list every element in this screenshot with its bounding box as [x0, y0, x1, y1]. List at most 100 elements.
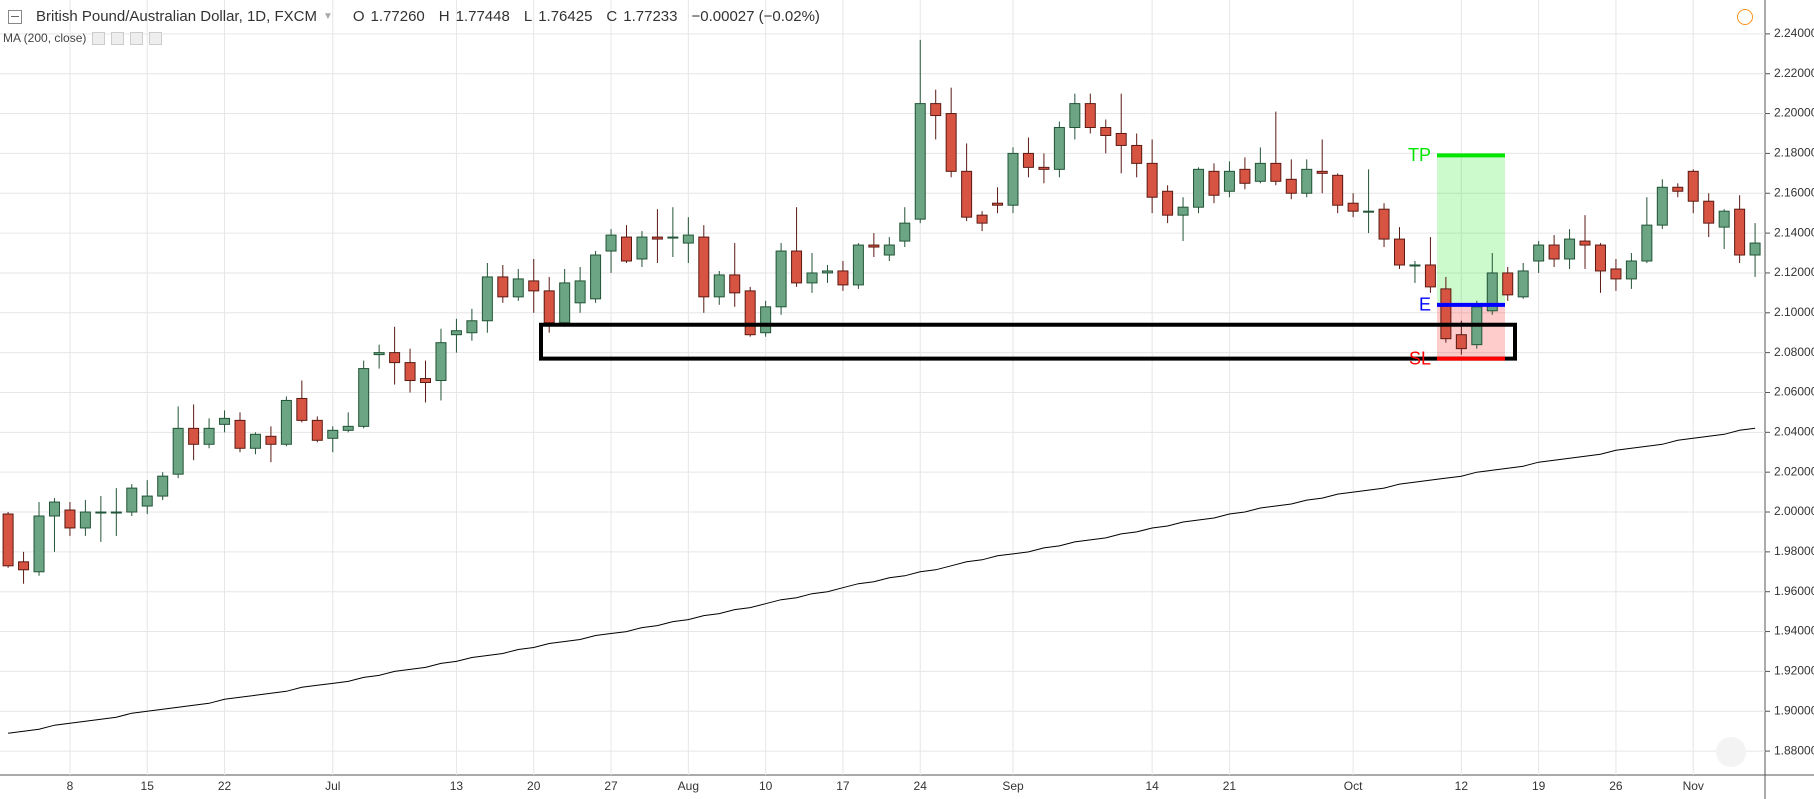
candle-body — [219, 417, 231, 425]
open-value: 1.77260 — [370, 8, 425, 25]
y-tick-label: 2.20000 — [1774, 106, 1814, 120]
high-value: 1.77448 — [455, 8, 510, 25]
candle-body — [1285, 178, 1297, 194]
collapse-button[interactable] — [8, 9, 22, 24]
candle-body — [1254, 162, 1266, 182]
candle-body — [1316, 170, 1328, 174]
candle-body — [1069, 103, 1081, 129]
stop-loss-label: SL — [1409, 348, 1431, 368]
candle-body — [543, 290, 555, 324]
candle-body — [1564, 238, 1576, 260]
candle-body — [1007, 152, 1019, 206]
candle-body — [698, 236, 710, 298]
x-tick-label: 22 — [218, 779, 232, 793]
candle-body — [667, 236, 679, 239]
candle-body — [1347, 202, 1359, 212]
candle-body — [651, 236, 663, 240]
x-tick-label: 12 — [1455, 779, 1469, 793]
candle-body — [1594, 244, 1606, 272]
indicator-remove[interactable] — [149, 31, 163, 45]
candle-body — [1270, 162, 1282, 182]
candle-body — [1502, 272, 1514, 296]
x-tick-label: Aug — [678, 779, 699, 793]
y-tick-label: 2.12000 — [1774, 265, 1814, 279]
x-tick-label: Jul — [325, 779, 340, 793]
y-tick-label: 1.96000 — [1774, 584, 1814, 598]
candle-body — [605, 234, 617, 252]
moving-average-line — [8, 427, 1756, 734]
x-tick-label: Oct — [1344, 779, 1363, 793]
x-tick-label: 27 — [604, 779, 618, 793]
candle-body — [1146, 162, 1158, 198]
y-tick-label: 2.06000 — [1774, 385, 1814, 399]
candle-body — [110, 511, 122, 514]
close-label: C — [606, 8, 618, 25]
candle-body — [1656, 186, 1668, 226]
change-value: −0.00027 (−0.02%) — [691, 8, 820, 25]
indicator-title[interactable]: MA (200, close) — [3, 31, 87, 45]
candle-body — [621, 236, 632, 262]
scroll-to-latest[interactable] — [1716, 737, 1746, 767]
candle-body — [775, 250, 787, 308]
symbol-title[interactable]: British Pound/Australian Dollar, 1D, FXC… — [36, 8, 317, 25]
candle-body — [18, 561, 30, 571]
candle-body — [1718, 210, 1730, 228]
candle-body — [1363, 210, 1375, 213]
candle-body — [1533, 244, 1545, 262]
candle-body — [1486, 272, 1498, 312]
candle-body — [249, 433, 261, 449]
x-tick-label: 17 — [836, 779, 850, 793]
indicator-visibility[interactable] — [92, 31, 106, 45]
candle-body — [1022, 152, 1034, 168]
candle-body — [2, 513, 14, 567]
x-tick-label: 26 — [1609, 779, 1623, 793]
candle-body — [682, 234, 694, 244]
take-profit-label: TP — [1408, 145, 1431, 165]
candle-body — [311, 419, 323, 441]
candle-body — [590, 254, 602, 300]
candle-body — [1641, 224, 1653, 262]
candle-body — [126, 487, 138, 513]
candle-body — [729, 274, 741, 294]
candle-body — [481, 276, 493, 322]
candle-body — [1038, 166, 1050, 170]
x-tick-label: 10 — [759, 779, 773, 793]
candle-body — [976, 214, 988, 224]
x-tick-label: 8 — [67, 779, 74, 793]
x-tick-label: 19 — [1532, 779, 1546, 793]
candle-body — [420, 378, 432, 384]
candle-body — [389, 352, 401, 364]
candle-body — [1734, 208, 1746, 256]
candle-body — [1625, 260, 1637, 280]
candle-body — [95, 511, 107, 514]
candle-body — [914, 103, 926, 220]
candle-body — [188, 427, 200, 445]
indicator-settings[interactable] — [111, 31, 125, 45]
y-tick-label: 1.94000 — [1774, 624, 1814, 638]
candle-body — [157, 475, 169, 497]
candle-body — [961, 170, 973, 218]
candle-body — [1177, 206, 1189, 216]
high-label: H — [438, 8, 450, 25]
y-tick-label: 2.22000 — [1774, 66, 1814, 80]
candle-body — [559, 282, 571, 324]
symbol-caret[interactable]: ▼ — [322, 11, 333, 22]
candle-body — [899, 222, 911, 242]
candle-body — [852, 244, 864, 286]
x-tick-label: 21 — [1223, 779, 1237, 793]
candle-body — [992, 202, 1004, 206]
candle-body — [64, 509, 76, 529]
candle-body — [358, 368, 370, 427]
warning-icon[interactable] — [1737, 9, 1753, 25]
candle-body — [883, 244, 895, 256]
y-tick-label: 2.00000 — [1774, 504, 1814, 518]
candle-body — [172, 427, 184, 475]
candle-body — [1332, 174, 1344, 206]
y-tick-label: 1.92000 — [1774, 664, 1814, 678]
indicator-legend: MA (200, close) — [3, 31, 163, 45]
candle-body — [945, 113, 957, 172]
candle-body — [528, 280, 540, 292]
x-tick-label: 14 — [1145, 779, 1159, 793]
indicator-more[interactable] — [130, 31, 144, 45]
